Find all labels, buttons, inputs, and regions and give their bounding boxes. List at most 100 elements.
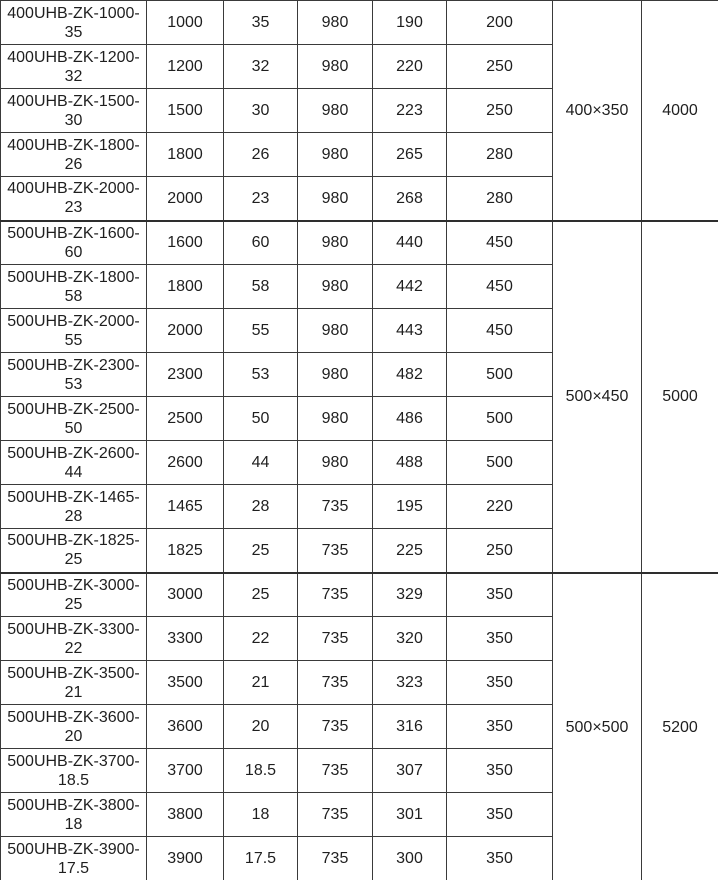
table-row: 400UHB-ZK-1200-32 1200 32 980 220 250 <box>0 44 718 89</box>
table-row: 500UHB-ZK-2500-50 2500 50 980 486 500 <box>0 396 718 441</box>
table-row: 500UHB-ZK-3700-18.5 3700 18.5 735 307 350 <box>0 748 718 793</box>
value-cell: 443 <box>372 308 447 353</box>
value-cell: 735 <box>297 836 373 880</box>
value-cell: 1600 <box>146 219 224 265</box>
value-cell: 980 <box>297 44 373 89</box>
value-cell: 3000 <box>146 571 224 617</box>
value-cell: 500 <box>446 440 553 485</box>
value-cell: 26 <box>223 132 298 177</box>
value-cell: 2600 <box>146 440 224 485</box>
value-cell: 250 <box>446 528 553 573</box>
table-row: 500UHB-ZK-3800-18 3800 18 735 301 350 <box>0 792 718 837</box>
value-cell: 3700 <box>146 748 224 793</box>
merged-size-cell: 500×500 <box>552 571 642 880</box>
value-cell: 307 <box>372 748 447 793</box>
value-cell: 980 <box>297 0 373 45</box>
value-cell: 1800 <box>146 264 224 309</box>
value-cell: 320 <box>372 616 447 661</box>
value-cell: 20 <box>223 704 298 749</box>
merged-weight-cell: 4000 <box>641 0 718 221</box>
value-cell: 735 <box>297 616 373 661</box>
model-cell: 500UHB-ZK-2600-44 <box>0 440 147 485</box>
model-cell: 500UHB-ZK-3600-20 <box>0 704 147 749</box>
value-cell: 980 <box>297 352 373 397</box>
value-cell: 1000 <box>146 0 224 45</box>
value-cell: 265 <box>372 132 447 177</box>
value-cell: 30 <box>223 88 298 133</box>
value-cell: 350 <box>446 748 553 793</box>
value-cell: 3800 <box>146 792 224 837</box>
value-cell: 58 <box>223 264 298 309</box>
model-cell: 500UHB-ZK-1600-60 <box>0 219 147 265</box>
value-cell: 280 <box>446 176 553 221</box>
value-cell: 1200 <box>146 44 224 89</box>
model-cell: 500UHB-ZK-2300-53 <box>0 352 147 397</box>
value-cell: 18.5 <box>223 748 298 793</box>
model-cell: 500UHB-ZK-3800-18 <box>0 792 147 837</box>
value-cell: 350 <box>446 704 553 749</box>
value-cell: 301 <box>372 792 447 837</box>
table-row: 500UHB-ZK-3900-17.5 3900 17.5 735 300 350 <box>0 836 718 880</box>
value-cell: 2000 <box>146 176 224 221</box>
value-cell: 735 <box>297 528 373 573</box>
value-cell: 980 <box>297 308 373 353</box>
value-cell: 350 <box>446 836 553 880</box>
model-cell: 500UHB-ZK-3500-21 <box>0 660 147 705</box>
model-cell: 400UHB-ZK-1800-26 <box>0 132 147 177</box>
value-cell: 1825 <box>146 528 224 573</box>
value-cell: 300 <box>372 836 447 880</box>
value-cell: 500 <box>446 396 553 441</box>
table-row: 400UHB-ZK-1500-30 1500 30 980 223 250 <box>0 88 718 133</box>
value-cell: 486 <box>372 396 447 441</box>
value-cell: 21 <box>223 660 298 705</box>
value-cell: 250 <box>446 88 553 133</box>
model-cell: 400UHB-ZK-1500-30 <box>0 88 147 133</box>
value-cell: 350 <box>446 660 553 705</box>
table-row: 500UHB-ZK-3000-25 3000 25 735 329 350 500×500 5… <box>0 571 718 880</box>
value-cell: 35 <box>223 0 298 45</box>
value-cell: 450 <box>446 219 553 265</box>
value-cell: 450 <box>446 308 553 353</box>
merged-size-cell: 500×450 <box>552 219 642 573</box>
value-cell: 735 <box>297 571 373 617</box>
value-cell: 190 <box>372 0 447 45</box>
model-cell: 500UHB-ZK-1825-25 <box>0 528 147 573</box>
table-row: 400UHB-ZK-1000-35 1000 35 980 190 200 400×350 4… <box>0 0 718 221</box>
value-cell: 44 <box>223 440 298 485</box>
value-cell: 980 <box>297 264 373 309</box>
value-cell: 2000 <box>146 308 224 353</box>
merged-size-cell: 400×350 <box>552 0 642 221</box>
value-cell: 1465 <box>146 484 224 529</box>
merged-weight-cell: 5000 <box>641 219 718 573</box>
value-cell: 980 <box>297 440 373 485</box>
model-cell: 500UHB-ZK-2000-55 <box>0 308 147 353</box>
model-cell: 400UHB-ZK-1000-35 <box>0 0 147 45</box>
value-cell: 25 <box>223 571 298 617</box>
model-cell: 500UHB-ZK-3300-22 <box>0 616 147 661</box>
model-cell: 500UHB-ZK-1465-28 <box>0 484 147 529</box>
table-row: 500UHB-ZK-3600-20 3600 20 735 316 350 <box>0 704 718 749</box>
value-cell: 268 <box>372 176 447 221</box>
value-cell: 223 <box>372 88 447 133</box>
model-cell: 500UHB-ZK-3000-25 <box>0 571 147 617</box>
value-cell: 450 <box>446 264 553 309</box>
value-cell: 3600 <box>146 704 224 749</box>
value-cell: 442 <box>372 264 447 309</box>
value-cell: 980 <box>297 396 373 441</box>
table-row: 500UHB-ZK-1825-25 1825 25 735 225 250 <box>0 528 718 573</box>
model-cell: 500UHB-ZK-1800-58 <box>0 264 147 309</box>
value-cell: 735 <box>297 660 373 705</box>
value-cell: 980 <box>297 132 373 177</box>
value-cell: 2300 <box>146 352 224 397</box>
value-cell: 980 <box>297 176 373 221</box>
table-row: 500UHB-ZK-1600-60 1600 60 980 440 450 500×450 5… <box>0 219 718 573</box>
value-cell: 60 <box>223 219 298 265</box>
table-row: 500UHB-ZK-2300-53 2300 53 980 482 500 <box>0 352 718 397</box>
value-cell: 735 <box>297 748 373 793</box>
table-row: 500UHB-ZK-2600-44 2600 44 980 488 500 <box>0 440 718 485</box>
value-cell: 195 <box>372 484 447 529</box>
model-cell: 500UHB-ZK-3700-18.5 <box>0 748 147 793</box>
model-cell: 500UHB-ZK-3900-17.5 <box>0 836 147 880</box>
model-cell: 400UHB-ZK-2000-23 <box>0 176 147 221</box>
